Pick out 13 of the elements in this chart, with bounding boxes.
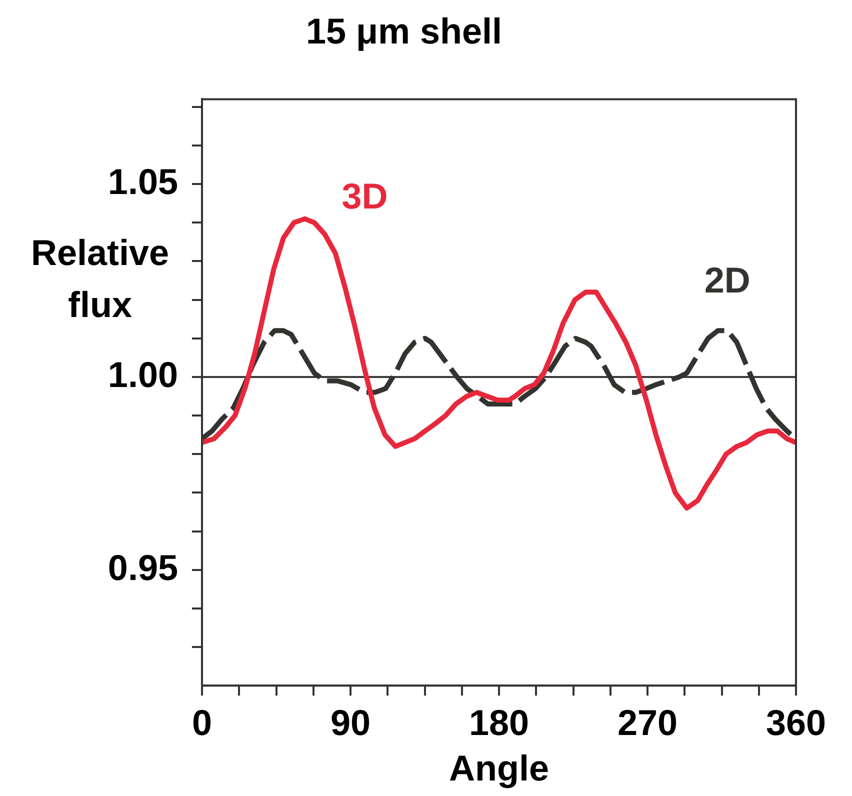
chart-title: 15 μm shell bbox=[306, 10, 502, 52]
series-label: 3D bbox=[342, 176, 388, 217]
x-tick-label: 180 bbox=[468, 702, 530, 744]
y-tick-label: 1.00 bbox=[108, 354, 178, 395]
x-tick-label: 90 bbox=[330, 702, 371, 744]
y-tick-label: 1.05 bbox=[108, 160, 178, 202]
series-label: 2D bbox=[704, 260, 750, 301]
x-axis-title: Angle bbox=[448, 747, 550, 788]
x-tick-label: 0 bbox=[192, 702, 212, 744]
y-axis-title: Relative flux bbox=[30, 232, 170, 325]
x-tick-label: 360 bbox=[766, 702, 826, 744]
y-tick-label: 0.95 bbox=[108, 546, 178, 588]
x-tick-label: 270 bbox=[617, 702, 678, 744]
